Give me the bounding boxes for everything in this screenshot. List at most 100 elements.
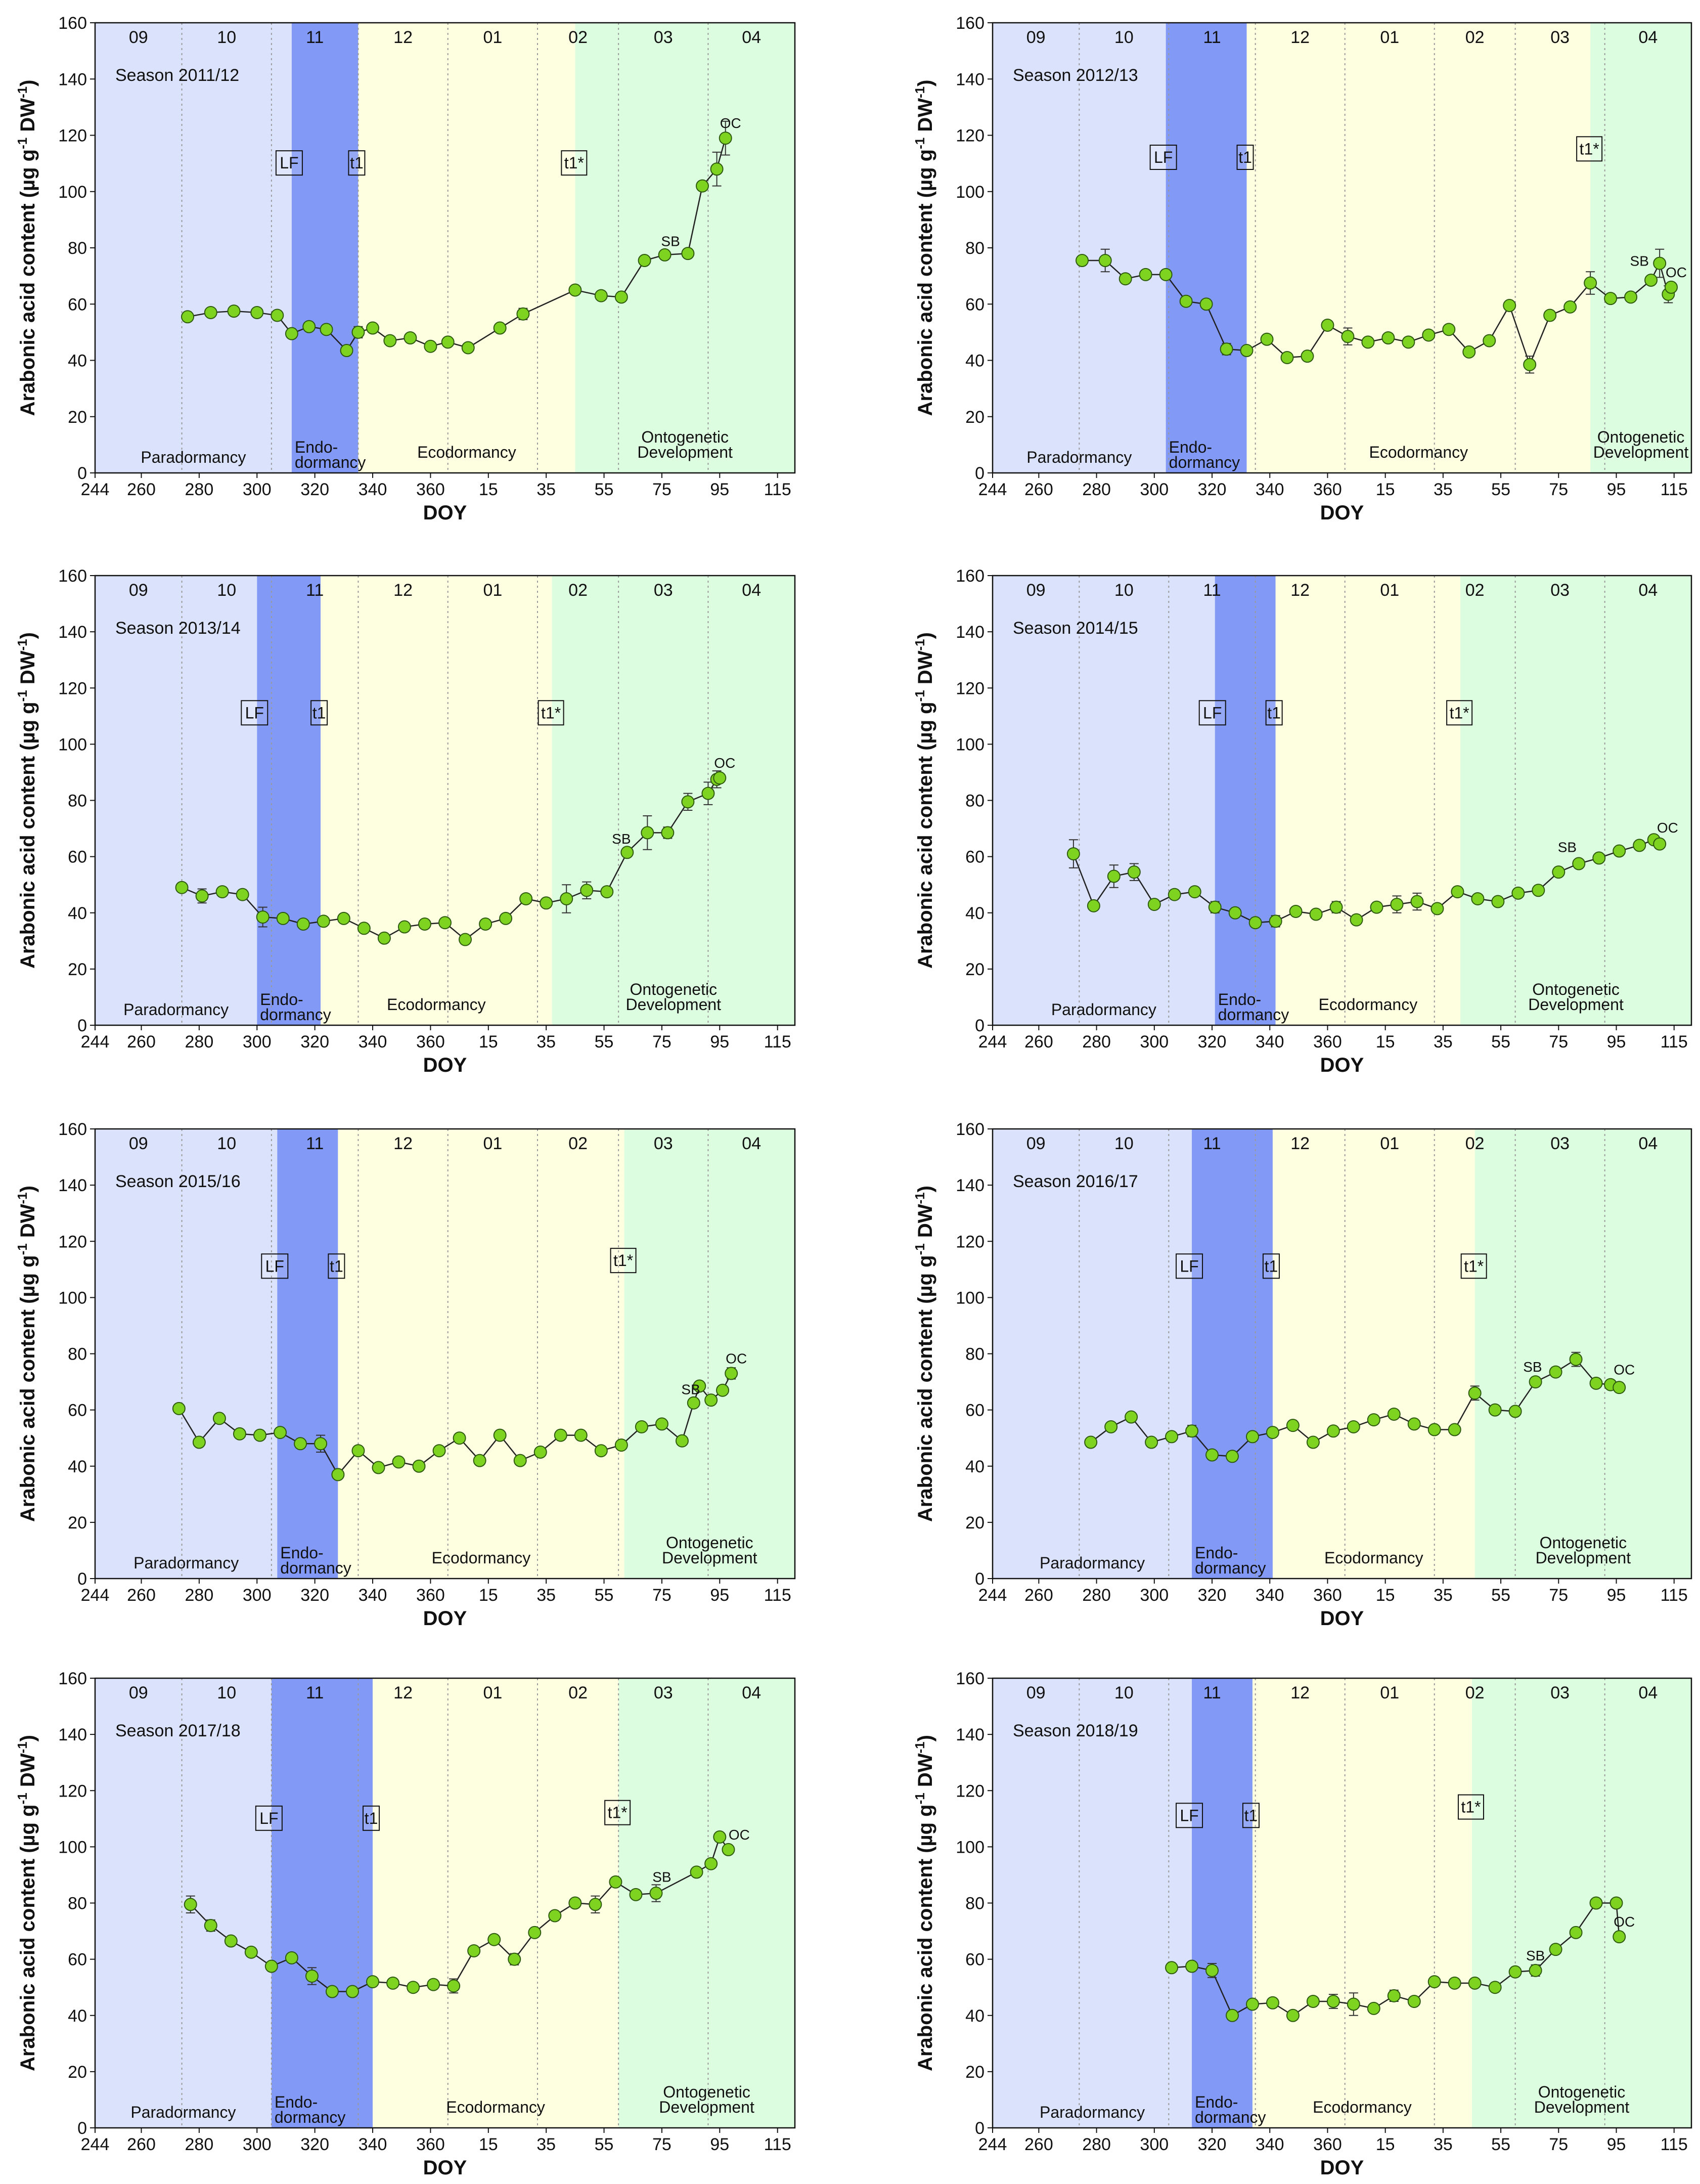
ecodormancy-label: Ecodormancy bbox=[417, 443, 516, 461]
endodormancy-band bbox=[1215, 576, 1276, 1025]
y-tick-label: 20 bbox=[965, 2063, 985, 2082]
y-tick-label: 60 bbox=[965, 1950, 985, 1970]
data-point bbox=[325, 1985, 339, 1998]
x-tick-label: 75 bbox=[652, 1032, 672, 1052]
x-tick-label: 280 bbox=[185, 1586, 214, 1605]
x-tick-label: 360 bbox=[1313, 1586, 1342, 1605]
month-label: 04 bbox=[1638, 1134, 1658, 1153]
oc-annotation: OC bbox=[1657, 820, 1678, 836]
ontogenetic-band bbox=[624, 1129, 795, 1579]
chart-panel-1: 09 10 11 12 01 02 03 04 Season 2011/12 Paradorman… bbox=[15, 14, 796, 524]
data-point bbox=[1488, 1981, 1502, 1994]
data-point bbox=[516, 307, 530, 321]
lf-marker-text: LF bbox=[1180, 1257, 1198, 1275]
y-axis-title-part: -1 bbox=[912, 1243, 927, 1255]
data-point bbox=[1589, 1376, 1603, 1390]
y-tick-label: 160 bbox=[956, 14, 985, 33]
month-label: 12 bbox=[1290, 28, 1310, 47]
y-tick-label: 60 bbox=[965, 848, 985, 867]
x-tick-label: 55 bbox=[1491, 480, 1510, 499]
y-tick-label: 20 bbox=[965, 1513, 985, 1533]
x-tick-label: 260 bbox=[1024, 1586, 1053, 1605]
endodormancy-label: dormancy bbox=[1218, 1006, 1289, 1024]
data-point bbox=[366, 1975, 380, 1989]
data-point bbox=[493, 321, 507, 335]
t1-star-marker-text: t1* bbox=[1464, 1257, 1484, 1275]
month-label: 09 bbox=[1026, 581, 1046, 600]
data-point bbox=[224, 1934, 238, 1948]
x-tick-label: 15 bbox=[1376, 1586, 1395, 1605]
y-tick-label: 0 bbox=[975, 1569, 985, 1589]
endodormancy-label: Endo- bbox=[260, 990, 303, 1009]
month-label: 01 bbox=[483, 28, 502, 47]
t1-marker-box bbox=[310, 700, 328, 726]
y-axis-title-part: Arabonic acid content (µg g bbox=[17, 702, 39, 969]
t1-marker-text: t1 bbox=[1267, 704, 1281, 722]
x-tick-label: 320 bbox=[300, 2135, 329, 2154]
data-point bbox=[271, 309, 284, 322]
x-tick-label: 244 bbox=[81, 1032, 110, 1052]
month-label: 02 bbox=[1465, 1683, 1485, 1702]
y-tick-label: 160 bbox=[58, 1669, 87, 1688]
x-tick-label: 300 bbox=[1140, 1032, 1169, 1052]
y-axis-title-part: -1 bbox=[912, 1192, 927, 1204]
x-tick-label: 244 bbox=[81, 2135, 110, 2154]
y-tick-label: 100 bbox=[58, 1288, 87, 1307]
month-label: 03 bbox=[654, 28, 673, 47]
sb-annotation: SB bbox=[652, 1869, 671, 1885]
y-tick-label: 100 bbox=[956, 183, 985, 202]
t1-star-marker-text: t1* bbox=[1450, 704, 1469, 722]
lf-marker-box bbox=[1198, 700, 1226, 726]
season-title: Season 2016/17 bbox=[1013, 1172, 1138, 1191]
month-label: 09 bbox=[1026, 1683, 1046, 1702]
y-tick-label: 140 bbox=[956, 623, 985, 642]
sb-annotation: SB bbox=[661, 234, 680, 249]
y-tick-label: 20 bbox=[965, 408, 985, 427]
x-tick-label: 260 bbox=[127, 480, 156, 499]
chart-panel-4: 09 10 11 12 01 02 03 04 Season 2014/15 Paradorman… bbox=[912, 566, 1692, 1076]
x-tick-label: 95 bbox=[710, 1586, 729, 1605]
data-point bbox=[331, 1468, 345, 1481]
data-point bbox=[704, 1393, 718, 1407]
y-tick-label: 140 bbox=[58, 70, 87, 89]
x-tick-label: 260 bbox=[1024, 480, 1053, 499]
data-point bbox=[473, 1454, 486, 1467]
data-point bbox=[594, 1444, 608, 1458]
data-point bbox=[690, 1865, 703, 1879]
data-point bbox=[340, 344, 353, 358]
data-point bbox=[1165, 1961, 1179, 1975]
t1-star-marker-box bbox=[604, 1800, 631, 1825]
data-point bbox=[1613, 1930, 1626, 1944]
y-tick-label: 40 bbox=[68, 904, 87, 923]
x-tick-label: 15 bbox=[479, 480, 498, 499]
data-point bbox=[383, 334, 397, 347]
x-tick-label: 320 bbox=[300, 480, 329, 499]
data-point bbox=[345, 1985, 359, 1998]
data-point bbox=[274, 1426, 287, 1439]
x-tick-label: 340 bbox=[359, 1586, 387, 1605]
x-tick-label: 35 bbox=[1434, 2135, 1453, 2154]
ecodormancy-label: Ecodormancy bbox=[387, 995, 486, 1014]
lf-marker: LF bbox=[1149, 145, 1177, 170]
y-tick-label: 0 bbox=[975, 464, 985, 483]
data-point bbox=[236, 888, 249, 901]
lf-marker-text: LF bbox=[265, 1257, 284, 1275]
data-point bbox=[1321, 318, 1334, 332]
data-point bbox=[661, 826, 675, 840]
x-tick-label: 95 bbox=[710, 2135, 729, 2154]
month-label: 01 bbox=[483, 1134, 502, 1153]
y-tick-label: 160 bbox=[956, 566, 985, 586]
x-tick-label: 35 bbox=[536, 2135, 556, 2154]
data-point bbox=[1280, 351, 1294, 364]
data-point bbox=[713, 1830, 727, 1844]
data-point bbox=[1228, 906, 1242, 920]
data-point bbox=[1147, 898, 1161, 911]
endodormancy-band bbox=[291, 23, 359, 473]
ontogenetic-band bbox=[552, 576, 795, 1025]
x-tick-label: 35 bbox=[1434, 1032, 1453, 1052]
data-point bbox=[614, 1438, 628, 1452]
x-tick-label: 115 bbox=[764, 1032, 791, 1052]
y-tick-label: 160 bbox=[58, 566, 87, 586]
t1-marker-box bbox=[363, 1805, 380, 1831]
y-tick-label: 80 bbox=[68, 792, 87, 811]
